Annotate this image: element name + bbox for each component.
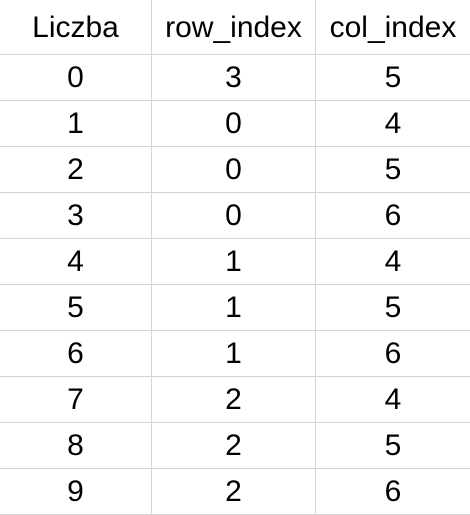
- cell-row-index[interactable]: 1: [152, 331, 316, 376]
- cell-liczba[interactable]: 8: [0, 423, 152, 468]
- header-cell-col-index[interactable]: col_index: [329, 11, 457, 44]
- cell-col-index[interactable]: 5: [384, 152, 402, 186]
- cell-col-index[interactable]: 4: [384, 382, 402, 416]
- cell-row-index[interactable]: 1: [152, 285, 316, 330]
- cell-col-index[interactable]: 5: [384, 60, 402, 94]
- cell-row-index[interactable]: 1: [152, 239, 316, 284]
- table-row: 9 2 6: [0, 469, 470, 515]
- cell-col-index[interactable]: 5: [384, 428, 402, 462]
- cell-row-index[interactable]: 0: [152, 101, 316, 146]
- table-row: 4 1 4: [0, 239, 470, 285]
- cell-col-index[interactable]: 6: [384, 474, 402, 508]
- cell-row-index[interactable]: 0: [152, 193, 316, 238]
- cell-row-index[interactable]: 2: [152, 423, 316, 468]
- header-row: Liczba row_index col_index: [0, 0, 470, 55]
- cell-liczba[interactable]: 3: [0, 193, 152, 238]
- header-cell-row-index[interactable]: row_index: [152, 0, 316, 54]
- cell-liczba[interactable]: 5: [0, 285, 152, 330]
- cell-row-index[interactable]: 2: [152, 377, 316, 422]
- table-row: 8 2 5: [0, 423, 470, 469]
- cell-col-index[interactable]: 5: [384, 290, 402, 324]
- table-row: 1 0 4: [0, 101, 470, 147]
- cell-col-index[interactable]: 6: [384, 336, 402, 370]
- cell-col-index[interactable]: 4: [384, 244, 402, 278]
- cell-liczba[interactable]: 2: [0, 147, 152, 192]
- cell-liczba[interactable]: 6: [0, 331, 152, 376]
- table-row: 7 2 4: [0, 377, 470, 423]
- table-row: 2 0 5: [0, 147, 470, 193]
- table-row: 3 0 6: [0, 193, 470, 239]
- cell-liczba[interactable]: 0: [0, 55, 152, 100]
- cell-liczba[interactable]: 7: [0, 377, 152, 422]
- cell-row-index[interactable]: 2: [152, 469, 316, 514]
- cell-row-index[interactable]: 3: [152, 55, 316, 100]
- table-row: 5 1 5: [0, 285, 470, 331]
- table-row: 6 1 6: [0, 331, 470, 377]
- cell-row-index[interactable]: 0: [152, 147, 316, 192]
- cell-liczba[interactable]: 4: [0, 239, 152, 284]
- cell-liczba[interactable]: 1: [0, 101, 152, 146]
- cell-liczba[interactable]: 9: [0, 469, 152, 514]
- cell-col-index[interactable]: 4: [384, 106, 402, 140]
- header-cell-liczba[interactable]: Liczba: [0, 0, 152, 54]
- table-row: 0 3 5: [0, 55, 470, 101]
- cell-col-index[interactable]: 6: [384, 198, 402, 232]
